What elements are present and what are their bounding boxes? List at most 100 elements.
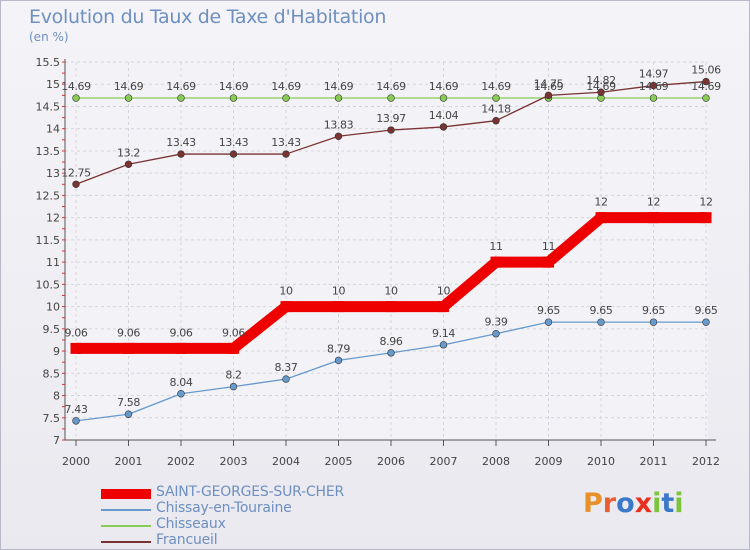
data-label: 13.83 [324,118,354,131]
legend-label: Francueil [156,532,218,548]
x-tick-label: 2011 [640,455,668,468]
data-point [648,212,659,224]
y-tick-label: 12.5 [36,189,61,202]
y-tick-label: 8.5 [43,367,61,380]
data-label: 11 [542,240,555,253]
data-point [177,150,185,158]
data-label: 15.06 [691,64,721,77]
data-label: 9.65 [695,304,718,317]
data-label: 10 [332,285,346,298]
data-point [72,417,80,425]
data-label: 14.69 [639,80,669,93]
x-tick-label: 2010 [587,455,615,468]
data-point [597,318,605,326]
data-label: 14.69 [429,80,459,93]
data-point [70,342,82,354]
data-point [72,180,80,188]
legend-label: Chissay-en-Touraine [156,500,292,516]
data-label: 8.2 [225,369,241,382]
data-label: 10 [384,285,398,298]
data-label: 8.37 [275,361,298,374]
data-labels: 9.06 9.06 9.06 9.06 10 10 10 10 11 11 12 12 12 7.43 7.… [61,64,721,416]
legend-label: Chisseaux [156,516,226,532]
data-point [124,410,133,418]
data-point [124,94,133,102]
data-point [228,342,239,354]
data-point [649,81,658,90]
legend-swatch [101,525,151,527]
data-label: 14.69 [114,80,144,93]
axes: 77.588.599.51010.51111.51212.51313.51414… [36,56,721,468]
logo-letter: P [583,488,603,519]
data-label: 14.82 [586,74,616,87]
data-point [334,94,343,102]
data-point [387,94,395,102]
data-point [124,160,133,168]
data-label: 14.18 [481,103,511,116]
x-tick-label: 2005 [325,455,353,468]
data-point [282,375,290,383]
data-point [175,342,187,354]
data-point [492,94,500,102]
data-label: 9.06 [65,326,88,339]
legend-swatch [101,489,151,499]
data-label: 14.69 [61,80,91,93]
x-tick-label: 2003 [220,455,248,468]
x-tick-label: 2009 [535,455,563,468]
data-point [334,356,343,365]
data-label: 8.96 [380,335,403,348]
data-label: 10 [437,285,451,298]
data-point [334,132,343,140]
y-tick-label: 10.5 [36,278,61,291]
unit-label: (en %) [29,30,69,44]
data-label: 14.69 [481,80,511,93]
x-tick-label: 2000 [62,455,90,468]
data-point [544,318,553,326]
data-point [702,77,710,86]
data-point [229,150,238,158]
data-label: 8.79 [327,342,350,355]
data-label: 14.69 [534,80,564,93]
data-point [702,318,710,326]
x-tick-label: 2006 [377,455,405,468]
data-label: 9.06 [222,326,245,339]
y-tick-label: 7 [53,434,60,447]
data-point [229,382,238,391]
y-tick-label: 14 [46,123,60,136]
y-tick-label: 7.5 [43,412,61,425]
data-label: 14.69 [271,80,301,93]
y-tick-label: 14.5 [36,100,61,113]
data-label: 14.69 [324,80,354,93]
x-tick-label: 2002 [167,455,195,468]
data-label: 9.14 [432,327,455,340]
x-tick-label: 2001 [115,455,143,468]
data-point [544,91,553,100]
data-point [597,88,605,96]
data-point [229,94,238,102]
data-label: 14.69 [586,80,616,93]
data-point [649,94,658,102]
data-label: 14.69 [691,80,721,93]
data-point [387,349,395,357]
data-point [649,318,658,326]
data-label: 9.65 [590,304,613,317]
data-point [123,342,134,354]
data-point [439,94,448,102]
x-tick-label: 2004 [272,455,300,468]
data-point [439,123,448,131]
data-label: 8.04 [170,376,193,389]
data-label: 13.43 [219,136,249,149]
x-tick-label: 2008 [482,455,510,468]
data-label: 14.97 [639,68,669,81]
x-tick-label: 2012 [692,455,720,468]
data-label: 13.97 [376,112,406,125]
data-label: 12 [699,196,712,209]
data-point [438,301,449,313]
series-lines [70,77,712,425]
x-tick-label: 2007 [430,455,458,468]
data-label: 7.58 [117,396,140,409]
y-tick-label: 15.5 [36,56,61,69]
data-point [280,301,292,313]
data-point [595,212,607,224]
